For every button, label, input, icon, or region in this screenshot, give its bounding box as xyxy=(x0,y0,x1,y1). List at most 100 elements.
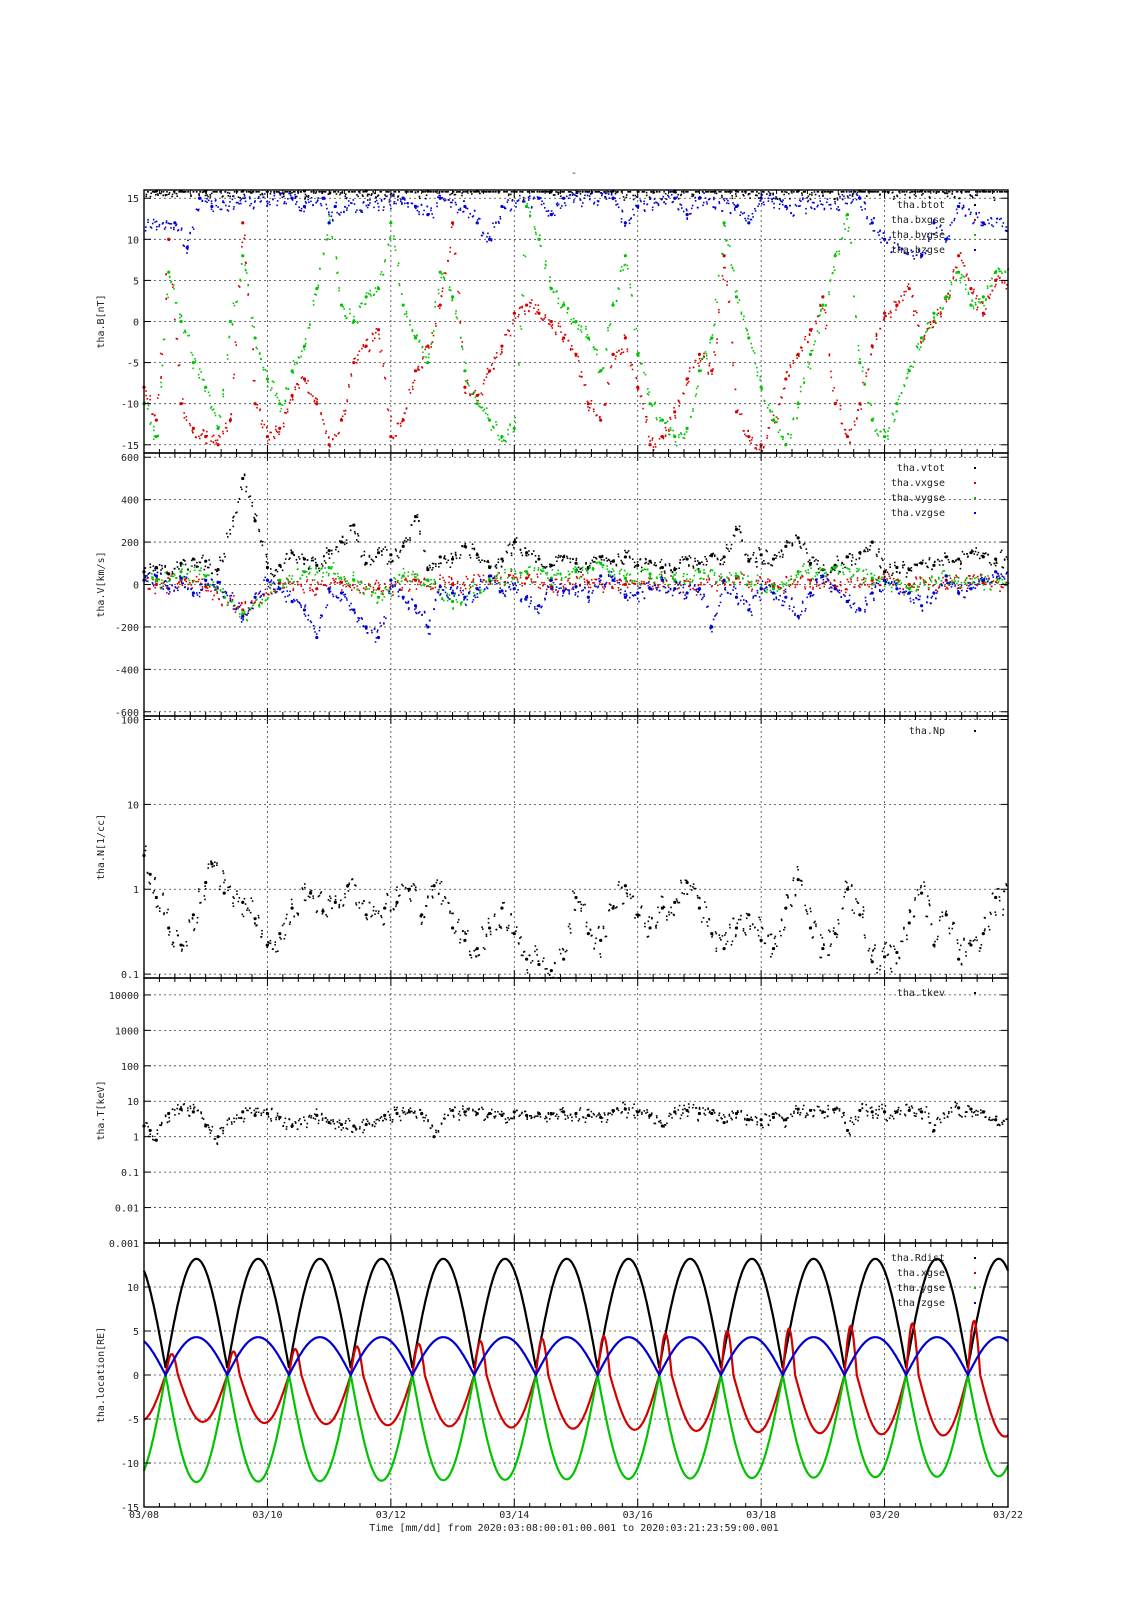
data-point xyxy=(509,209,512,212)
data-point xyxy=(274,590,277,592)
data-point xyxy=(185,419,188,421)
data-point xyxy=(591,192,593,195)
data-point xyxy=(846,588,848,591)
data-point xyxy=(944,295,948,299)
data-point xyxy=(503,207,506,210)
data-point xyxy=(152,576,154,579)
data-point xyxy=(364,588,367,591)
data-point xyxy=(528,573,531,576)
data-point xyxy=(219,589,222,591)
data-point xyxy=(201,586,204,588)
data-point xyxy=(331,237,334,240)
data-point xyxy=(610,192,613,194)
data-point xyxy=(915,578,918,580)
data-point xyxy=(421,191,424,193)
data-point xyxy=(260,423,263,425)
data-point xyxy=(409,392,412,394)
data-point xyxy=(392,437,395,440)
data-point xyxy=(890,316,892,319)
data-point xyxy=(511,199,514,202)
data-point xyxy=(974,303,977,306)
data-point xyxy=(808,564,811,566)
data-point xyxy=(210,590,212,593)
data-point xyxy=(471,547,474,550)
data-point xyxy=(256,403,259,406)
data-point xyxy=(245,486,248,488)
data-point xyxy=(169,579,171,581)
legend-marker xyxy=(974,204,976,206)
data-point xyxy=(337,575,340,578)
data-point xyxy=(178,581,180,583)
data-point xyxy=(492,191,495,193)
data-point xyxy=(635,377,638,380)
data-point xyxy=(557,325,560,327)
data-point xyxy=(231,600,234,602)
data-point xyxy=(181,584,184,587)
data-point xyxy=(265,555,268,558)
data-point xyxy=(293,363,296,366)
data-point xyxy=(443,555,446,557)
data-point xyxy=(659,566,662,569)
data-point xyxy=(475,402,479,406)
data-point xyxy=(767,427,770,429)
data-point xyxy=(164,193,167,196)
data-point xyxy=(504,191,506,193)
data-point xyxy=(416,514,419,516)
data-point xyxy=(180,314,183,317)
data-point xyxy=(894,564,896,567)
data-point xyxy=(306,559,309,561)
data-point xyxy=(893,195,895,198)
data-point xyxy=(833,198,836,200)
data-point xyxy=(815,585,818,588)
data-point xyxy=(701,357,704,360)
data-point xyxy=(156,580,159,583)
data-point xyxy=(149,398,151,401)
data-point xyxy=(368,588,371,590)
data-point xyxy=(674,441,677,443)
data-point xyxy=(653,582,656,585)
data-point xyxy=(283,562,286,564)
data-point xyxy=(808,352,813,356)
data-point xyxy=(770,564,772,566)
data-point xyxy=(995,581,997,583)
data-point xyxy=(727,191,730,193)
data-point xyxy=(456,211,459,214)
data-point xyxy=(976,306,979,309)
data-point xyxy=(386,563,389,565)
data-point xyxy=(450,192,453,195)
data-point xyxy=(968,191,970,193)
data-point xyxy=(763,203,765,206)
data-point xyxy=(698,357,701,360)
data-point xyxy=(552,194,555,196)
data-point xyxy=(147,218,149,221)
data-point xyxy=(176,583,179,585)
data-point xyxy=(233,206,235,208)
data-point xyxy=(258,530,261,533)
data-point xyxy=(402,542,405,545)
data-point xyxy=(292,398,294,401)
data-point xyxy=(631,363,634,366)
data-point xyxy=(738,575,740,578)
data-point xyxy=(228,336,230,339)
data-point xyxy=(966,587,969,590)
data-point xyxy=(335,201,337,204)
data-point xyxy=(219,436,221,438)
data-point xyxy=(212,408,215,411)
data-point xyxy=(184,578,186,580)
data-point xyxy=(590,399,593,402)
data-point xyxy=(497,582,500,584)
data-point xyxy=(889,563,891,566)
data-point xyxy=(673,191,675,194)
data-point xyxy=(685,580,687,582)
data-point xyxy=(759,576,762,579)
data-point xyxy=(501,351,503,354)
data-point xyxy=(962,275,964,277)
data-point xyxy=(686,218,689,220)
data-point xyxy=(286,578,288,580)
data-point xyxy=(327,548,331,553)
data-point xyxy=(223,552,225,555)
data-point xyxy=(655,201,657,204)
data-point xyxy=(919,346,922,348)
data-point xyxy=(495,191,497,193)
data-point xyxy=(490,239,493,242)
